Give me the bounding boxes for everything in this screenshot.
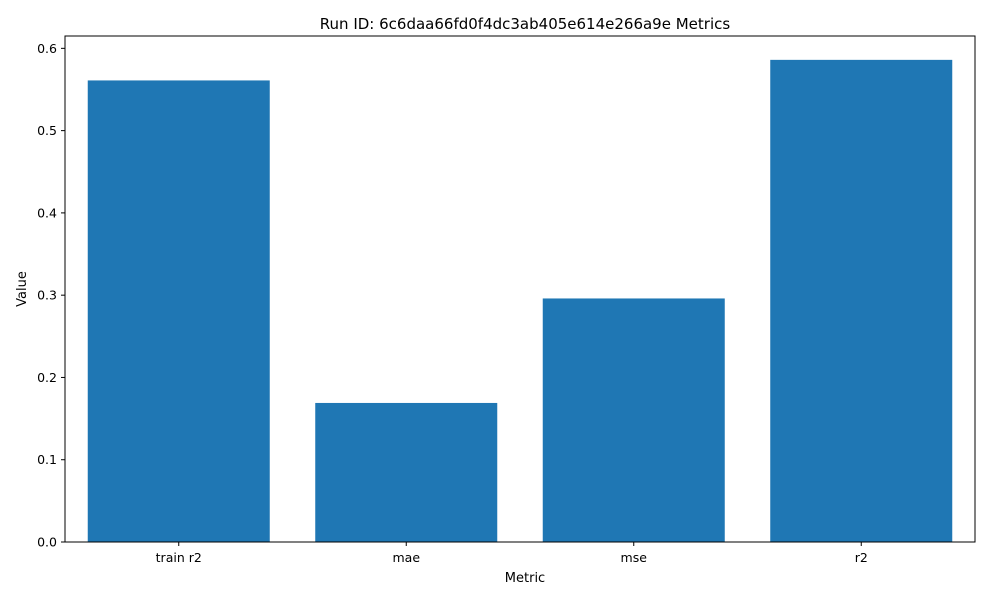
y-tick-label: 0.5 (37, 123, 57, 138)
y-axis: 0.0 0.1 0.2 0.3 0.4 0.5 0.6 (37, 41, 65, 550)
chart-title: Run ID: 6c6daa66fd0f4dc3ab405e614e266a9e… (320, 15, 731, 33)
y-tick-label: 0.0 (37, 535, 57, 550)
y-tick-label: 0.1 (37, 452, 57, 467)
bar-train-r2 (87, 80, 270, 543)
x-tick-label: mae (392, 550, 420, 565)
bar-mse (542, 298, 725, 542)
y-tick-label: 0.3 (37, 288, 57, 303)
bar-mae (315, 402, 498, 542)
plot-frame (64, 35, 976, 543)
x-tick-label: train r2 (156, 550, 202, 565)
x-tick-label: mse (621, 550, 648, 565)
y-axis-label: Value (15, 271, 30, 307)
x-axis: train r2 mae mse r2 (156, 542, 868, 565)
bar-r2 (770, 59, 953, 542)
bars-group (87, 59, 953, 543)
x-axis-label: Metric (505, 571, 545, 586)
x-tick-label: r2 (855, 550, 868, 565)
y-tick-label: 0.6 (37, 41, 57, 56)
y-tick-label: 0.2 (37, 370, 57, 385)
y-tick-label: 0.4 (37, 205, 57, 220)
